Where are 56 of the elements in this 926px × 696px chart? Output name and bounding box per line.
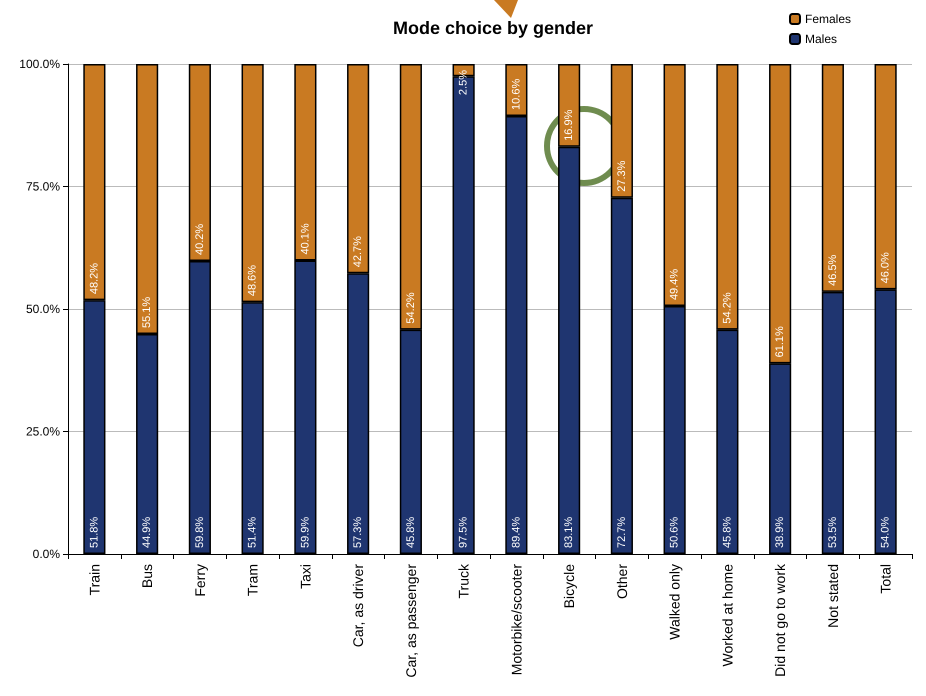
data-label: 59.8% <box>194 516 206 548</box>
x-tick-label: Taxi <box>297 564 314 589</box>
data-label: 97.5% <box>458 516 470 548</box>
x-tick-label: Ferry <box>192 564 208 597</box>
data-label: 55.1% <box>141 296 154 328</box>
data-label: 46.5% <box>826 254 839 286</box>
x-tick-label: Bus <box>139 564 156 588</box>
data-label: 54.2% <box>721 292 734 324</box>
x-tick-label: Walked only <box>666 564 683 640</box>
data-label: 2.5% <box>458 70 470 96</box>
data-label: 53.5% <box>826 516 839 548</box>
legend-label: Males <box>804 32 837 46</box>
x-tick-label: Total <box>878 564 894 594</box>
legend-label: Females <box>804 12 851 26</box>
data-label: 49.4% <box>668 268 681 300</box>
data-label: 51.8% <box>88 516 100 548</box>
data-label: 51.4% <box>246 516 259 548</box>
data-label: 38.9% <box>774 516 786 548</box>
data-label: 10.6% <box>510 78 522 110</box>
data-label: 45.8% <box>721 516 734 548</box>
data-label: 50.6% <box>668 516 681 548</box>
x-tick-label: Car, as driver <box>350 564 366 648</box>
y-tick-label: 25.0% <box>26 424 60 438</box>
x-tick-label: Motorbike/scooter <box>508 564 524 676</box>
chart-title: Mode choice by gender <box>392 18 594 38</box>
data-label: 27.3% <box>616 160 628 192</box>
data-label: 48.2% <box>88 262 100 294</box>
x-tick-label: Tram <box>244 564 261 596</box>
data-label: 89.4% <box>510 516 522 548</box>
x-tick-label: Car, as passenger <box>402 564 419 678</box>
data-label: 40.2% <box>194 224 206 255</box>
y-tick-label: 50.0% <box>26 302 60 316</box>
data-label: 42.7% <box>352 236 364 268</box>
x-tick-label: Did not go to work <box>772 563 788 677</box>
x-tick-label: Bicycle <box>561 564 578 608</box>
data-label: 57.3% <box>352 516 364 548</box>
data-label: 72.7% <box>616 516 628 548</box>
x-tick-label: Not stated <box>824 564 841 628</box>
data-label: 45.8% <box>404 516 417 548</box>
x-tick-label: Worked at home <box>719 564 736 666</box>
x-tick-label: Other <box>614 564 630 600</box>
data-label: 83.1% <box>563 516 576 548</box>
y-tick-label: 0.0% <box>32 547 60 561</box>
data-label: 54.2% <box>404 292 417 324</box>
data-label: 48.6% <box>246 264 259 296</box>
data-label: 16.9% <box>563 109 576 141</box>
y-tick-label: 100.0% <box>19 57 60 71</box>
x-tick-label: Train <box>86 564 102 596</box>
data-label: 40.1% <box>299 223 312 254</box>
data-label: 54.0% <box>880 516 892 548</box>
data-label: 61.1% <box>774 326 786 358</box>
data-label: 59.9% <box>299 516 312 548</box>
data-label: 46.0% <box>880 252 892 284</box>
x-tick-label: Truck <box>456 563 472 598</box>
y-tick-label: 75.0% <box>26 180 60 194</box>
data-label: 44.9% <box>141 516 154 548</box>
